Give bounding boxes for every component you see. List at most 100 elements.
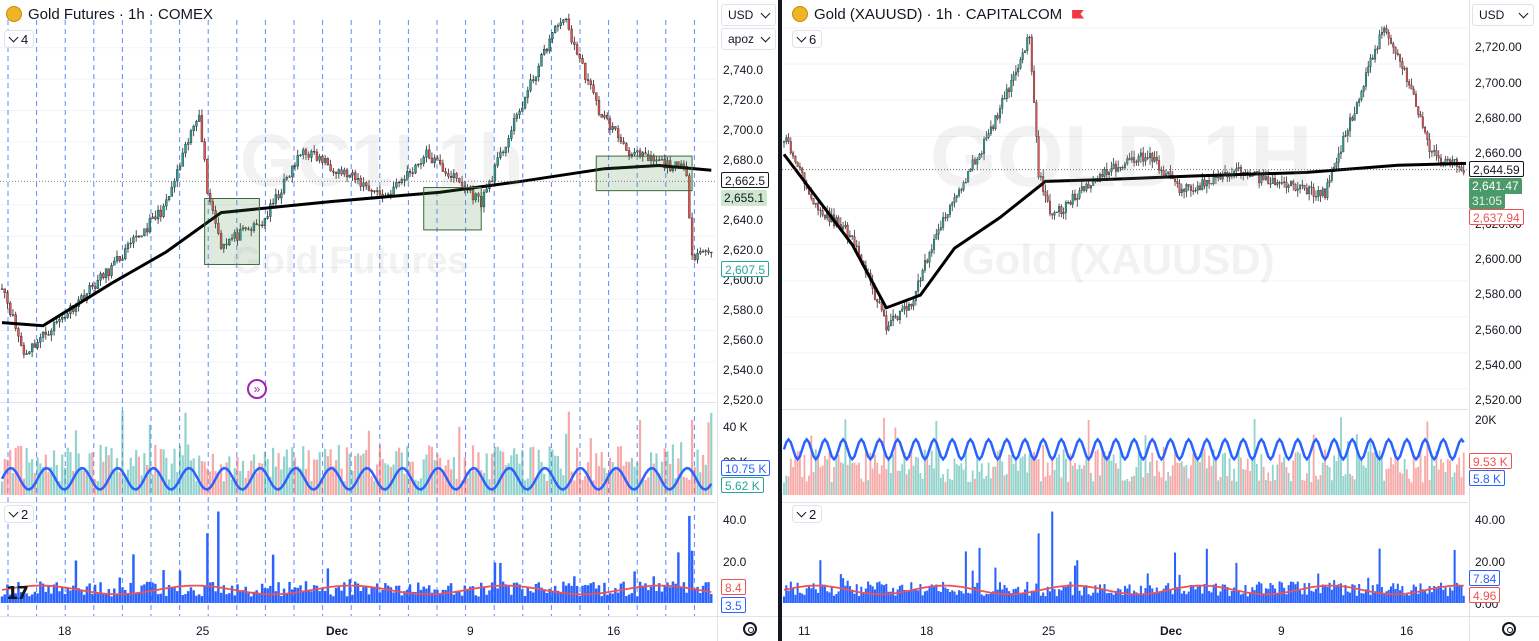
oscillator-bar <box>801 593 804 603</box>
oscillator-bar <box>652 576 655 603</box>
candle-body <box>228 238 231 246</box>
candle-body <box>666 160 669 169</box>
pane-divider[interactable] <box>778 0 782 641</box>
left-chart-canvas[interactable]: 2,740.02,720.02,700.02,680.02,640.02,620… <box>0 0 778 641</box>
oscillator-bar <box>1064 586 1067 603</box>
volume-bar <box>625 461 628 495</box>
oscillator-bar <box>375 583 379 603</box>
left-sub-indicators-toggle[interactable]: 2 <box>4 505 35 523</box>
oscillator-bar <box>1394 589 1397 603</box>
candle-body <box>370 190 373 192</box>
volume-bar <box>1178 462 1181 495</box>
left-symbol-header[interactable]: Gold Futures · 1h · COMEX <box>6 4 213 24</box>
volume-bar <box>104 446 108 495</box>
oscillator-bar <box>507 585 510 603</box>
right-currency-select[interactable]: USD <box>1472 4 1534 26</box>
candle-body <box>1137 155 1140 162</box>
candle-body <box>1139 152 1142 157</box>
candle-body <box>1458 166 1461 168</box>
left-currency-select[interactable]: USD <box>721 4 776 26</box>
candle-body <box>512 118 516 131</box>
candle-body <box>1083 186 1086 191</box>
time-axis-label: 9 <box>467 624 474 638</box>
left-watermark-main: GC1! 1h <box>240 119 524 202</box>
oscillator-bar <box>25 593 28 603</box>
volume-bar <box>195 481 198 495</box>
volume-bar <box>269 476 272 495</box>
candle-body <box>9 302 12 316</box>
candle-body <box>1414 93 1417 107</box>
time-axis-label: 16 <box>607 624 621 638</box>
right-chart-canvas[interactable]: 2,720.002,700.002,680.002,660.002,620.00… <box>782 0 1539 641</box>
oscillator-bar <box>1237 590 1240 603</box>
gear-icon[interactable] <box>743 622 757 636</box>
candle-body <box>625 143 628 151</box>
volume-bar <box>211 453 214 495</box>
candle-body <box>1412 88 1415 95</box>
oscillator-bar <box>219 592 223 603</box>
oscillator-bar <box>458 591 461 603</box>
volume-bar <box>1383 480 1386 495</box>
oscillator-bar <box>1346 591 1349 603</box>
candle-body <box>1035 102 1038 137</box>
volume-bar <box>400 452 403 495</box>
volume-bar <box>334 460 338 495</box>
candle-body <box>1187 184 1190 187</box>
oscillator-bar <box>47 586 50 603</box>
left-scale-mode-select[interactable]: apoz <box>721 28 776 50</box>
left-chart-pane[interactable]: 2,740.0 2,720.0 2,700.0 2,680.0 2,640.0 2,620… <box>0 0 778 641</box>
oscillator-bar <box>1387 589 1390 603</box>
oscillator-bar <box>274 591 278 603</box>
volume-bar <box>1435 451 1438 495</box>
oscillator-bar <box>1319 593 1322 603</box>
candle-body <box>1180 189 1183 194</box>
volume-bar <box>980 463 983 495</box>
goto-realtime-icon[interactable]: » <box>247 379 267 399</box>
gear-icon[interactable] <box>1502 622 1516 636</box>
volume-bar <box>622 465 625 495</box>
right-volume-tag-blue: 5.8 K <box>1469 470 1506 486</box>
volume-bar <box>113 470 116 495</box>
right-sub-indicators-toggle[interactable]: 2 <box>792 505 823 523</box>
oscillator-bar <box>1198 585 1202 603</box>
oscillator-bar <box>345 596 349 603</box>
candle-body <box>1376 48 1379 50</box>
right-main-indicators-toggle[interactable]: 6 <box>792 30 823 48</box>
volume-bar <box>77 453 80 495</box>
volume-bar <box>1192 453 1195 495</box>
oscillator-bar <box>958 590 961 603</box>
price-axis-label: 2,520.0 <box>723 393 763 407</box>
right-chart-pane[interactable]: 2,720.002,700.002,680.002,660.002,620.00… <box>782 0 1539 641</box>
left-main-indicators-toggle[interactable]: 4 <box>4 30 35 48</box>
oscillator-bar <box>1212 584 1215 603</box>
candle-body <box>1133 157 1136 163</box>
candle-body <box>1287 185 1290 188</box>
oscillator-bar <box>1462 595 1465 603</box>
volume-bar <box>680 442 683 495</box>
volume-bar <box>1353 479 1356 495</box>
volume-bar <box>892 453 895 495</box>
oscillator-bar <box>608 593 612 603</box>
candle-body <box>903 306 906 310</box>
oscillator-bar <box>595 588 598 603</box>
candle-body <box>971 159 974 170</box>
oscillator-bar <box>1310 590 1313 603</box>
volume-bar <box>1224 452 1226 495</box>
candle-body <box>896 316 899 320</box>
oscillator-bar <box>1426 593 1429 603</box>
volume-bar <box>903 452 906 495</box>
volume-bar <box>1144 435 1147 495</box>
volume-bar <box>660 461 664 495</box>
oscillator-bar <box>1117 588 1120 603</box>
oscillator-bar <box>455 591 458 603</box>
oscillator-bar <box>1108 592 1111 603</box>
candle-body <box>1421 116 1424 128</box>
candle-body <box>222 243 225 249</box>
right-symbol-header[interactable]: Gold (XAUUSD) · 1h · CAPITALCOM <box>792 4 1085 24</box>
volume-bar <box>983 478 985 495</box>
candle-body <box>200 115 204 142</box>
volume-bar <box>805 481 808 495</box>
volume-bar <box>1278 454 1281 495</box>
flag-icon[interactable] <box>1072 9 1085 19</box>
candle-body <box>236 232 239 241</box>
